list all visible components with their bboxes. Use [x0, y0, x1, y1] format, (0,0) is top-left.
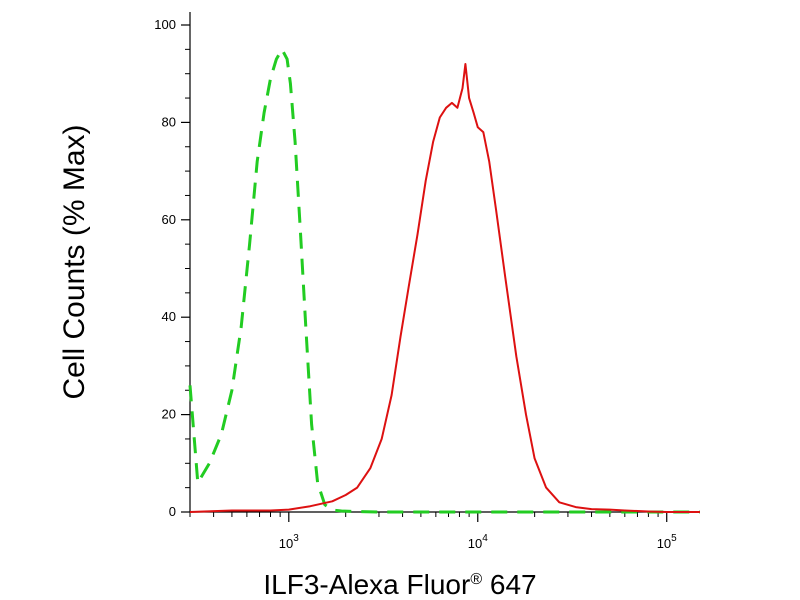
y-tick-label: 100 [154, 17, 176, 32]
x-axis-title: ILF3-Alexa Fluor® 647 [263, 569, 536, 600]
y-axis-title: Cell Counts (% Max) [58, 124, 91, 399]
x-tick-label: 104 [468, 533, 488, 551]
control-series-line [188, 47, 700, 514]
x-axis-title-main: ILF3-Alexa Fluor [263, 569, 470, 600]
y-tick-label: 80 [162, 114, 176, 129]
y-tick-label: 20 [162, 407, 176, 422]
y-tick-label: 60 [162, 212, 176, 227]
x-tick-label: 105 [657, 533, 677, 551]
x-axis-title-suffix: 647 [482, 569, 537, 600]
x-axis-ticks: 103 104 105 [189, 512, 677, 551]
y-tick-label: 40 [162, 309, 176, 324]
x-axis-title-registered: ® [470, 571, 482, 588]
ilf3-series-line [189, 63, 700, 513]
x-tick-label: 103 [279, 533, 299, 551]
series-layer [188, 47, 700, 514]
y-tick-label: 0 [169, 504, 176, 519]
y-axis-ticks: 0 20 40 60 80 100 [154, 17, 190, 519]
